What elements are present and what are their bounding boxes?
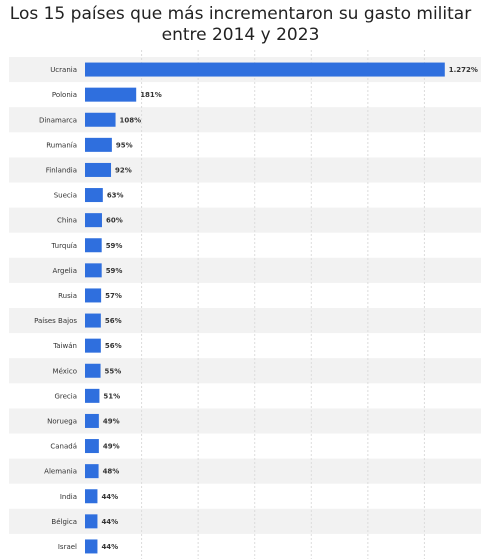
row-band [9,408,481,434]
bar-11[interactable] [85,313,101,328]
category-label: Noruega [47,417,77,425]
value-label: 181% [140,91,162,99]
bar-18[interactable] [85,489,98,504]
bar-14[interactable] [85,388,100,403]
row-band [9,207,481,233]
value-label: 49% [103,443,120,451]
category-label: Turquía [50,242,77,250]
value-label: 49% [103,417,120,425]
bar-9[interactable] [85,263,102,278]
bar-7[interactable] [85,213,102,228]
category-label: Grecia [54,392,77,400]
value-label: 92% [115,166,132,174]
bar-8[interactable] [85,238,102,253]
value-label: 51% [103,392,120,400]
chart-title-line-2: entre 2014 y 2023 [161,25,320,45]
value-label: 44% [101,493,118,501]
row-band [9,458,481,484]
chart-title: Los 15 países que más incrementaron su g… [0,4,481,46]
row-band [9,358,481,384]
category-label: Ucrania [50,66,77,74]
category-label: Bélgica [51,518,77,526]
bar-chart: Ucrania 1.272% Polonia 181% Dinamarca 108% Rum… [9,50,481,559]
bar-6[interactable] [85,188,103,203]
category-label: Finlandia [46,166,77,174]
value-label: 56% [105,317,122,325]
value-label: 1.272% [449,66,478,74]
value-label: 108% [120,116,142,124]
category-label: Israel [58,543,77,551]
row-band [9,308,481,334]
bar-3[interactable] [85,112,116,127]
row-band [9,508,481,534]
bar-15[interactable] [85,413,99,428]
bar-1[interactable] [85,62,445,77]
category-label: México [53,367,77,375]
category-label: Rumanía [46,141,77,149]
bar-16[interactable] [85,439,99,454]
category-label: Países Bajos [34,317,77,325]
category-label: Suecia [54,192,77,200]
chart-title-line-1: Los 15 países que más incrementaron su g… [9,4,472,24]
value-label: 55% [105,367,122,375]
category-label: Argelia [53,267,77,275]
bar-4[interactable] [85,137,112,152]
value-label: 63% [107,192,124,200]
bar-2[interactable] [85,87,137,102]
category-label: Taiwán [52,342,77,350]
category-label: India [60,493,77,501]
bar-17[interactable] [85,464,99,479]
value-label: 57% [105,292,122,300]
category-label: Rusia [58,292,77,300]
category-label: China [57,217,77,225]
bar-5[interactable] [85,162,112,177]
value-label: 44% [101,518,118,526]
row-band [9,107,481,133]
chart-area: Ucrania 1.272% Polonia 181% Dinamarca 108% Rum… [9,44,481,559]
category-label: Alemania [44,468,77,476]
bar-20[interactable] [85,539,98,554]
category-label: Polonia [52,91,77,99]
row-band [9,157,481,183]
bar-10[interactable] [85,288,102,303]
category-label: Canadá [50,443,77,451]
value-label: 95% [116,141,133,149]
value-label: 60% [106,217,123,225]
value-label: 44% [101,543,118,551]
value-label: 59% [106,242,123,250]
value-label: 56% [105,342,122,350]
row-band [9,257,481,283]
value-label: 48% [103,468,120,476]
value-label: 59% [106,267,123,275]
category-label: Dinamarca [39,116,77,124]
bar-19[interactable] [85,514,98,529]
bar-12[interactable] [85,338,101,353]
bar-13[interactable] [85,363,101,378]
